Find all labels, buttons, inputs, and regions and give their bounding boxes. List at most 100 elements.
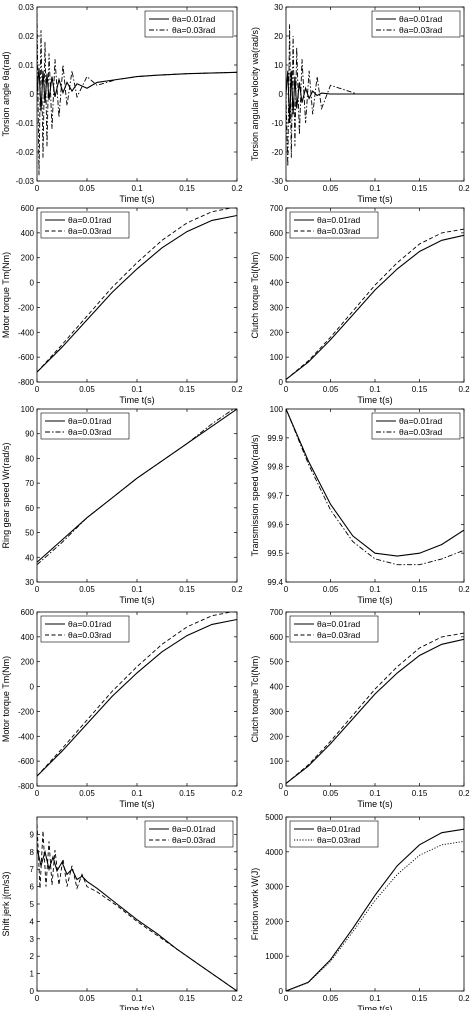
- series-line-1: [286, 409, 464, 557]
- y-tick-label: 600: [21, 608, 35, 617]
- y-tick-label: 80: [25, 454, 34, 463]
- x-tick-label: 0.05: [323, 585, 339, 594]
- series-line-2: [37, 12, 237, 176]
- y-tick-label: 0: [30, 90, 35, 99]
- y-tick-label: 700: [270, 608, 284, 617]
- y-tick-label: -0.02: [16, 148, 35, 157]
- series-line-1: [286, 234, 464, 380]
- y-axis-label: Motor torque Tm(Nm): [1, 252, 11, 338]
- x-tick-label: 0.15: [412, 385, 428, 394]
- y-tick-label: -0.03: [16, 177, 35, 186]
- chart-10: 0 0.05 0.1 0.15 0.2 0 1000 2000 3000 4000 5000 Time…: [250, 813, 470, 1010]
- y-tick-label: 200: [21, 254, 35, 263]
- x-axis-label: Time t(s): [119, 799, 154, 809]
- x-tick-label: 0.15: [179, 184, 195, 193]
- legend-label: θa=0.03rad: [68, 427, 112, 437]
- legend-box: [289, 820, 379, 848]
- x-tick-label: 0.15: [412, 585, 428, 594]
- x-tick-label: 0.2: [231, 385, 243, 394]
- y-tick-label: 99.4: [267, 578, 283, 587]
- x-tick-label: 0.1: [369, 789, 381, 798]
- y-tick-label: 1: [30, 970, 35, 979]
- series-line-2: [286, 409, 464, 566]
- x-tick-label: 0: [284, 585, 289, 594]
- y-tick-label: 600: [270, 633, 284, 642]
- y-tick-label: 99.5: [267, 549, 283, 558]
- chart-1: 0 0.05 0.1 0.15 0.2 -0.03 -0.02 -0.01 0 0.01 0.02 0…: [1, 3, 243, 204]
- x-tick-label: 0: [284, 385, 289, 394]
- y-tick-label: 0: [30, 987, 35, 996]
- legend-label: θa=0.03rad: [172, 25, 216, 35]
- series-line-1: [286, 70, 464, 124]
- y-tick-label: 10: [274, 61, 283, 70]
- y-tick-label: 60: [25, 504, 34, 513]
- x-tick-label: 0: [35, 994, 40, 1003]
- y-axis-label: Ring gear speed Wr(rad/s): [1, 443, 11, 549]
- x-axis-label: Time t(s): [119, 194, 154, 204]
- legend-box: [40, 615, 130, 643]
- x-tick-label: 0.2: [458, 789, 470, 798]
- x-tick-label: 0.15: [179, 789, 195, 798]
- legend-label: θa=0.01rad: [68, 619, 112, 629]
- x-tick-label: 0: [35, 385, 40, 394]
- legend-label: θa=0.01rad: [68, 416, 112, 426]
- legend-box: [371, 412, 461, 440]
- y-tick-label: 100: [270, 353, 284, 362]
- y-tick-label: 0: [30, 279, 35, 288]
- y-tick-label: 1000: [265, 952, 283, 961]
- y-tick-label: 100: [270, 405, 284, 414]
- y-tick-label: 100: [21, 405, 35, 414]
- y-tick-label: 40: [25, 553, 34, 562]
- x-tick-label: 0.05: [79, 184, 95, 193]
- legend-label: θa=0.03rad: [68, 226, 112, 236]
- x-tick-label: 0: [35, 184, 40, 193]
- y-tick-label: 99.7: [267, 492, 283, 501]
- x-tick-label: 0.05: [79, 789, 95, 798]
- legend-label: θa=0.01rad: [68, 215, 112, 225]
- chart-7: 0 0.05 0.1 0.15 0.2 -800 -600 -400 -200 0 200 400 60…: [1, 608, 243, 809]
- y-tick-label: -400: [18, 732, 35, 741]
- x-tick-label: 0.05: [79, 385, 95, 394]
- y-tick-label: -200: [18, 707, 35, 716]
- y-tick-label: 300: [270, 707, 284, 716]
- chart-6: 0 0.05 0.1 0.15 0.2 99.4 99.5 99.6 99.7 99.8 99.9 1…: [250, 405, 470, 605]
- y-tick-label: 700: [270, 204, 284, 213]
- y-tick-label: 70: [25, 479, 34, 488]
- x-axis-label: Time t(s): [357, 194, 392, 204]
- legend-label: θa=0.01rad: [399, 416, 443, 426]
- legend-box: [289, 211, 379, 239]
- x-tick-label: 0.1: [369, 585, 381, 594]
- x-axis-label: Time t(s): [119, 395, 154, 405]
- x-tick-label: 0: [35, 789, 40, 798]
- x-tick-label: 0.1: [131, 585, 143, 594]
- y-tick-label: 0.01: [18, 61, 34, 70]
- x-tick-label: 0.1: [131, 184, 143, 193]
- legend-label: θa=0.03rad: [68, 630, 112, 640]
- series-line-2: [37, 208, 234, 373]
- x-tick-label: 0.2: [231, 184, 243, 193]
- y-tick-label: 400: [270, 683, 284, 692]
- x-tick-label: 0.15: [412, 994, 428, 1003]
- x-tick-label: 0.1: [369, 184, 381, 193]
- y-tick-label: 0: [30, 683, 35, 692]
- y-tick-label: -400: [18, 328, 35, 337]
- series-line-1: [286, 638, 464, 784]
- legend-box: [144, 10, 234, 38]
- y-tick-label: 0: [279, 90, 284, 99]
- x-tick-label: 0.05: [79, 994, 95, 1003]
- series-line-2: [286, 24, 464, 167]
- x-tick-label: 0.15: [179, 994, 195, 1003]
- x-axis-label: Time t(s): [357, 1004, 392, 1010]
- y-tick-label: 4: [30, 917, 35, 926]
- y-axis-label: Shift jerk j(m/s3): [1, 871, 11, 936]
- x-tick-label: 0.05: [323, 385, 339, 394]
- y-tick-label: -20: [271, 148, 283, 157]
- y-tick-label: 3: [30, 935, 35, 944]
- x-tick-label: 0.05: [323, 184, 339, 193]
- x-tick-label: 0.2: [231, 585, 243, 594]
- x-axis-label: Time t(s): [119, 595, 154, 605]
